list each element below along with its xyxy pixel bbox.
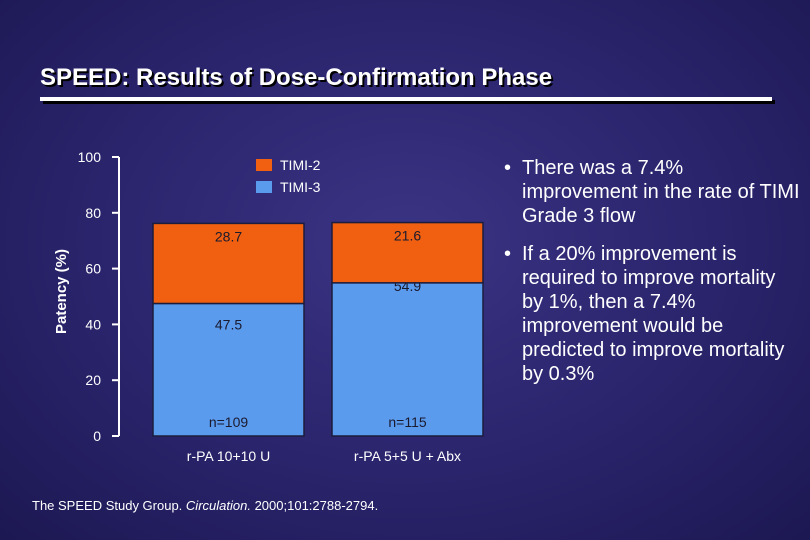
bullet-list: • There was a 7.4% improvement in the ra… [500,156,800,400]
data-label: 21.6 [394,228,421,244]
bullet-item: • There was a 7.4% improvement in the ra… [500,156,800,228]
slide-title: SPEED: Results of Dose-Confirmation Phas… [40,64,553,91]
citation-journal: Circulation. [185,498,251,513]
y-tick-label: 100 [78,149,102,165]
citation-authors: The SPEED Study Group. [32,498,183,513]
legend-swatch [256,181,272,193]
title-underline [40,97,772,101]
x-category-label: r-PA 10+10 U [187,448,270,464]
citation: The SPEED Study Group. Circulation. 2000… [32,498,378,513]
citation-details: 2000;101:2788-2794. [254,498,379,513]
data-label: 28.7 [215,228,242,244]
bullet-dot-icon: • [504,157,512,179]
bar-timi-3-2 [331,282,484,437]
bar-timi-2-1 [152,222,305,305]
bullet-item: • If a 20% improvement is required to im… [500,242,800,386]
y-tick-label: 0 [93,428,101,444]
bullet-text: If a 20% improvement is required to impr… [522,243,785,385]
sample-size-label: n=109 [209,414,249,430]
bar-timi-2-2 [331,221,484,284]
bullet-text: There was a 7.4% improvement in the rate… [522,157,800,227]
sample-size-label: n=115 [388,414,426,430]
y-tick-label: 60 [85,261,101,277]
y-tick-label: 80 [85,205,101,221]
y-axis-label: Patency (%) [53,249,70,334]
y-tick-label: 40 [85,316,101,332]
legend-label: TIMI-3 [280,179,321,195]
data-label: 47.5 [215,316,242,332]
y-tick-label: 20 [85,372,101,388]
x-category-label: r-PA 5+5 U + Abx [354,448,461,464]
legend-label: TIMI-2 [280,157,321,173]
legend-swatch [256,159,272,171]
bullet-dot-icon: • [504,243,512,265]
